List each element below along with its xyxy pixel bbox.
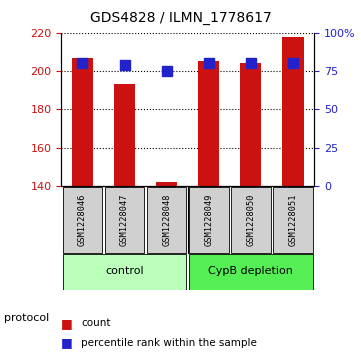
Bar: [105, 187, 144, 253]
Text: ■: ■: [61, 337, 73, 350]
Bar: [198, 61, 219, 186]
Bar: [240, 64, 261, 186]
Text: GSM1228051: GSM1228051: [288, 193, 297, 246]
Bar: [63, 254, 186, 290]
Text: GDS4828 / ILMN_1778617: GDS4828 / ILMN_1778617: [90, 11, 271, 25]
Bar: [273, 187, 313, 253]
Text: CypB depletion: CypB depletion: [208, 266, 293, 276]
Point: [122, 62, 127, 68]
Point: [79, 61, 85, 66]
Point: [248, 61, 254, 66]
Point: [206, 61, 212, 66]
Bar: [72, 58, 93, 186]
Text: protocol: protocol: [4, 313, 49, 323]
Text: percentile rank within the sample: percentile rank within the sample: [81, 338, 257, 348]
Bar: [189, 254, 313, 290]
Bar: [63, 187, 102, 253]
Point: [290, 61, 296, 66]
Bar: [231, 187, 271, 253]
Bar: [114, 85, 135, 186]
Text: control: control: [105, 266, 144, 276]
Bar: [156, 182, 177, 186]
Bar: [147, 187, 186, 253]
Bar: [189, 187, 229, 253]
Bar: [282, 37, 304, 186]
Text: GSM1228049: GSM1228049: [204, 193, 213, 246]
Text: ■: ■: [61, 317, 73, 330]
Text: GSM1228047: GSM1228047: [120, 193, 129, 246]
Text: GSM1228046: GSM1228046: [78, 193, 87, 246]
Text: GSM1228050: GSM1228050: [247, 193, 255, 246]
Point: [164, 68, 170, 74]
Text: count: count: [81, 318, 111, 328]
Text: GSM1228048: GSM1228048: [162, 193, 171, 246]
